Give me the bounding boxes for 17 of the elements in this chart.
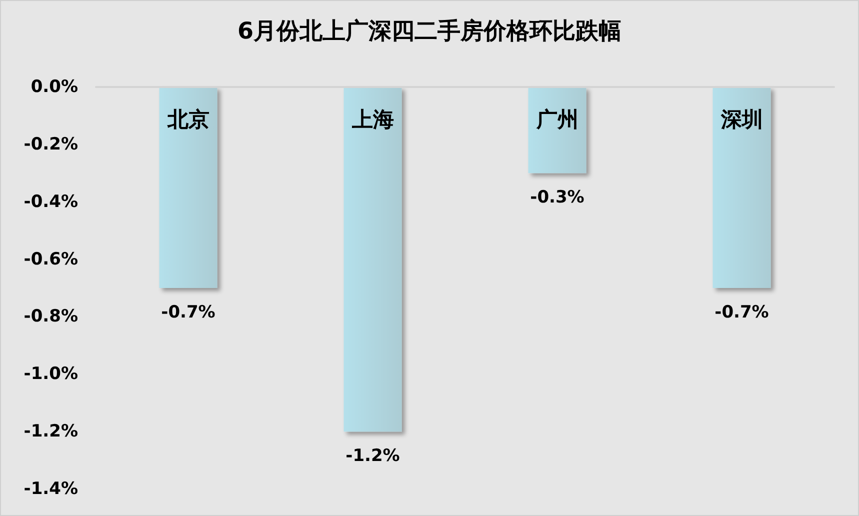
y-tick-label: -1.2% — [24, 422, 78, 442]
y-tick-label: -0.2% — [24, 134, 78, 154]
data-label: -0.7% — [161, 302, 216, 322]
x-tick-label: 广州 — [535, 108, 578, 132]
x-tick-label: 上海 — [350, 108, 394, 132]
data-label: -0.7% — [714, 302, 769, 322]
y-tick-label: -0.4% — [24, 192, 78, 212]
data-label: -1.2% — [346, 446, 400, 466]
y-tick-label: -0.6% — [24, 249, 78, 270]
data-label: -0.3% — [530, 188, 584, 208]
y-tick-label: -1.4% — [24, 479, 78, 499]
chart-title: 6月份北上广深四二手房价格环比跌幅 — [237, 18, 622, 44]
y-tick-label: -1.0% — [24, 364, 78, 384]
y-tick-label: 0.0% — [30, 77, 78, 97]
y-tick-label: -0.8% — [24, 306, 78, 327]
x-tick-label: 北京 — [166, 108, 210, 132]
x-tick-label: 深圳 — [720, 108, 763, 132]
